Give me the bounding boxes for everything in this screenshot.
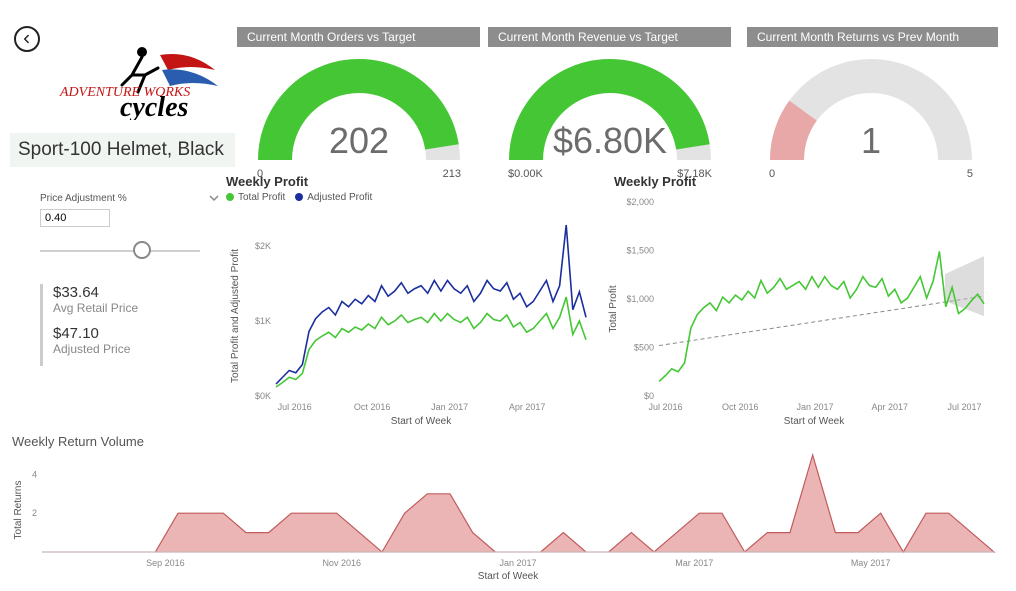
svg-text:Jul 2016: Jul 2016 [278,402,312,412]
gauge-max-2: 5 [967,168,973,180]
adjusted-label: Adjusted Price [53,342,138,356]
svg-text:Oct 2016: Oct 2016 [722,402,759,412]
svg-text:Jul 2016: Jul 2016 [648,402,682,412]
gauge-0[interactable]: 2020213 [249,48,469,188]
svg-text:$1,500: $1,500 [626,246,654,256]
weekly-profit-right-chart[interactable]: $0 $500 $1,000 $1,500 $2,000 Jul 2016 Oct 2016… [604,192,1004,426]
weekly-return-title: Weekly Return Volume [12,434,144,449]
price-adjustment-slicer[interactable]: Price Adjustment % [40,192,220,261]
product-name-card: Sport-100 Helmet, Black [10,133,235,167]
gauge-max-0: 213 [443,168,461,180]
gauge-2[interactable]: 1 0 5 [761,48,981,188]
brand-logo: ADVENTURE WORKS cycles [50,40,230,120]
svg-text:Start of Week: Start of Week [478,571,539,580]
price-adjustment-input[interactable] [40,209,110,227]
svg-text:Apr 2017: Apr 2017 [509,402,546,412]
price-summary: $33.64 Avg Retail Price $47.10 Adjusted … [40,284,138,366]
svg-text:Oct 2016: Oct 2016 [354,402,391,412]
svg-text:May 2017: May 2017 [851,558,891,568]
svg-text:Apr 2017: Apr 2017 [871,402,908,412]
svg-text:Jan 2017: Jan 2017 [796,402,833,412]
svg-text:Start of Week: Start of Week [784,416,845,426]
avg-retail-label: Avg Retail Price [53,301,138,315]
weekly-profit-left-chart[interactable]: $0K $1K $2K Jul 2016 Oct 2016 Jan 2017 Apr 201… [226,206,596,426]
slider-handle[interactable] [133,241,151,259]
avg-retail-value: $33.64 [53,284,138,301]
svg-text:Sep 2016: Sep 2016 [146,558,185,568]
price-adjustment-slider[interactable] [40,241,200,261]
gauge-1[interactable]: $6.80K$0.00K$7.18K [500,48,720,188]
svg-text:Jan 2017: Jan 2017 [431,402,468,412]
svg-text:Start of Week: Start of Week [391,416,452,426]
svg-text:Total Profit: Total Profit [608,285,619,332]
svg-text:$0: $0 [644,391,654,401]
svg-text:$2K: $2K [255,241,271,251]
weekly-profit-right-title: Weekly Profit [614,174,696,189]
svg-text:$500: $500 [634,343,654,353]
weekly-return-chart[interactable]: 2 4 Sep 2016 Nov 2016 Jan 2017 Mar 2017 May 20… [12,450,1004,580]
back-button[interactable] [14,26,40,52]
svg-text:Total Profit and Adjusted Prof: Total Profit and Adjusted Profit [230,249,241,383]
gauge-value-2: 1 [761,120,981,162]
svg-text:Total Returns: Total Returns [13,481,24,540]
gauge-header-2: Current Month Returns vs Prev Month [747,27,998,47]
svg-text:$1,000: $1,000 [626,294,654,304]
gauge-header-0: Current Month Orders vs Target [237,27,480,47]
gauge-min-2: 0 [769,168,775,180]
svg-text:Mar 2017: Mar 2017 [675,558,713,568]
svg-text:4: 4 [32,469,37,479]
svg-text:2: 2 [32,508,37,518]
svg-text:$1K: $1K [255,316,271,326]
svg-text:$0K: $0K [255,391,271,401]
chevron-down-icon[interactable] [208,192,220,204]
svg-text:Jan 2017: Jan 2017 [499,558,536,568]
slicer-label: Price Adjustment % [40,193,127,204]
gauge-header-1: Current Month Revenue vs Target [488,27,731,47]
svg-text:$2,000: $2,000 [626,197,654,207]
gauge-value-0: 202 [249,120,469,162]
gauge-min-1: $0.00K [508,168,543,180]
svg-text:Nov 2016: Nov 2016 [322,558,361,568]
logo-text-2: cycles [120,92,188,120]
gauge-value-1: $6.80K [500,120,720,162]
adjusted-value: $47.10 [53,325,138,342]
arrow-back-icon [20,32,34,46]
svg-text:Jul 2017: Jul 2017 [947,402,981,412]
weekly-profit-left-title: Weekly Profit [226,174,308,189]
weekly-profit-left-legend: Total ProfitAdjusted Profit [226,192,372,203]
